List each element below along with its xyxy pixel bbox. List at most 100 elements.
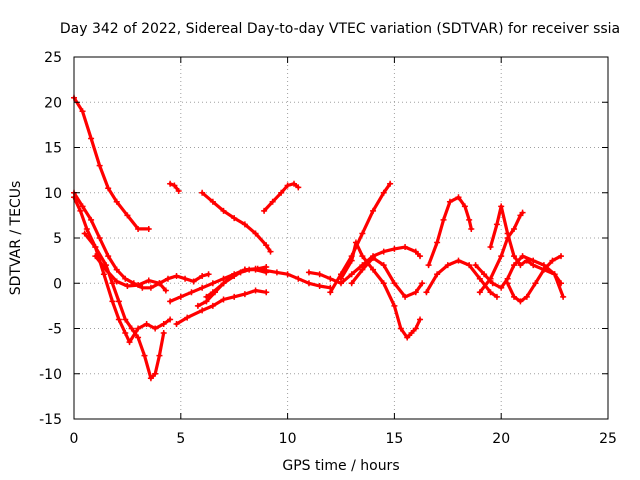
data-point bbox=[530, 257, 537, 264]
data-point bbox=[348, 280, 355, 287]
series-arc-12 bbox=[203, 266, 270, 300]
data-point bbox=[167, 180, 174, 187]
data-point bbox=[81, 230, 88, 237]
data-point bbox=[558, 253, 565, 260]
data-point bbox=[380, 262, 387, 269]
data-point bbox=[370, 266, 377, 273]
data-point bbox=[241, 221, 248, 228]
data-point bbox=[231, 273, 238, 280]
data-point bbox=[295, 275, 302, 282]
data-point bbox=[139, 284, 146, 291]
data-point bbox=[348, 257, 355, 264]
data-point bbox=[156, 280, 163, 287]
data-point bbox=[511, 225, 518, 232]
series-line bbox=[72, 191, 211, 290]
data-point bbox=[100, 271, 107, 278]
data-point bbox=[540, 266, 547, 273]
data-point bbox=[468, 225, 475, 232]
data-point bbox=[177, 293, 184, 300]
data-point bbox=[425, 262, 432, 269]
series-line bbox=[339, 240, 422, 340]
data-point bbox=[440, 216, 447, 223]
data-point bbox=[269, 198, 276, 205]
data-point bbox=[517, 262, 524, 269]
data-point bbox=[124, 212, 131, 219]
data-point bbox=[126, 339, 133, 346]
data-point bbox=[519, 209, 526, 216]
series-arc-5 bbox=[92, 253, 169, 294]
series-arc-1 bbox=[71, 94, 152, 232]
data-point bbox=[156, 352, 163, 359]
data-point bbox=[391, 245, 398, 252]
data-point bbox=[160, 320, 167, 327]
data-point bbox=[252, 266, 259, 273]
series-arc-8 bbox=[261, 180, 302, 214]
data-point bbox=[278, 189, 285, 196]
data-point bbox=[481, 271, 488, 278]
data-point bbox=[504, 230, 511, 237]
data-point bbox=[173, 273, 180, 280]
data-point bbox=[316, 282, 323, 289]
series-line bbox=[478, 211, 525, 294]
series-arc-9 bbox=[173, 287, 270, 327]
data-point bbox=[305, 280, 312, 287]
data-point bbox=[113, 266, 120, 273]
series-line bbox=[72, 195, 172, 344]
data-point bbox=[135, 225, 142, 232]
data-point bbox=[370, 207, 377, 214]
data-point bbox=[434, 271, 441, 278]
data-point bbox=[92, 253, 99, 260]
y-tick-label: 25 bbox=[44, 50, 62, 66]
data-point bbox=[220, 280, 227, 287]
data-point bbox=[164, 275, 171, 282]
data-point bbox=[267, 248, 274, 255]
data-point bbox=[88, 135, 95, 142]
data-point bbox=[152, 325, 159, 332]
y-tick-label: -15 bbox=[39, 412, 62, 428]
series-arc-7 bbox=[199, 189, 274, 255]
data-point bbox=[147, 284, 154, 291]
series-arc-4 bbox=[81, 230, 167, 382]
data-point bbox=[402, 293, 409, 300]
data-point bbox=[115, 298, 122, 305]
series-arc-3 bbox=[71, 194, 174, 346]
data-point bbox=[412, 289, 419, 296]
y-tick-label: -5 bbox=[48, 322, 62, 338]
data-point bbox=[560, 293, 567, 300]
x-tick-label: 5 bbox=[176, 431, 185, 447]
data-point bbox=[209, 289, 216, 296]
data-point bbox=[327, 289, 334, 296]
data-point bbox=[261, 207, 268, 214]
data-point bbox=[115, 316, 122, 323]
data-point bbox=[220, 296, 227, 303]
data-point bbox=[498, 253, 505, 260]
data-point bbox=[83, 225, 90, 232]
y-tick-label: 10 bbox=[44, 186, 62, 202]
data-point bbox=[466, 216, 473, 223]
y-tick-label: -10 bbox=[39, 367, 62, 383]
data-point bbox=[145, 225, 152, 232]
data-point bbox=[412, 248, 419, 255]
data-point bbox=[113, 198, 120, 205]
series-line bbox=[328, 182, 392, 294]
axis-ticks bbox=[73, 56, 609, 420]
y-axis-label: SDTVAR / TECUs bbox=[8, 181, 24, 296]
data-point bbox=[498, 203, 505, 210]
series-arc-17 bbox=[425, 194, 475, 269]
data-point bbox=[338, 275, 344, 282]
series-line bbox=[168, 267, 332, 303]
x-tick-labels: 0 5 10 15 20 25 bbox=[70, 431, 617, 447]
data-point bbox=[122, 275, 129, 282]
x-tick-label: 0 bbox=[70, 431, 79, 447]
data-point bbox=[77, 207, 84, 214]
series-arc-6 bbox=[167, 180, 182, 194]
data-point bbox=[79, 203, 86, 210]
y-tick-labels: -15 -10 -5 0 5 10 15 20 25 bbox=[39, 50, 62, 428]
series-arc-15 bbox=[338, 239, 424, 341]
data-point bbox=[103, 266, 110, 273]
data-point bbox=[434, 239, 441, 246]
data-point bbox=[175, 187, 182, 194]
data-point bbox=[549, 257, 556, 264]
data-point bbox=[145, 277, 152, 284]
data-point bbox=[135, 325, 142, 332]
